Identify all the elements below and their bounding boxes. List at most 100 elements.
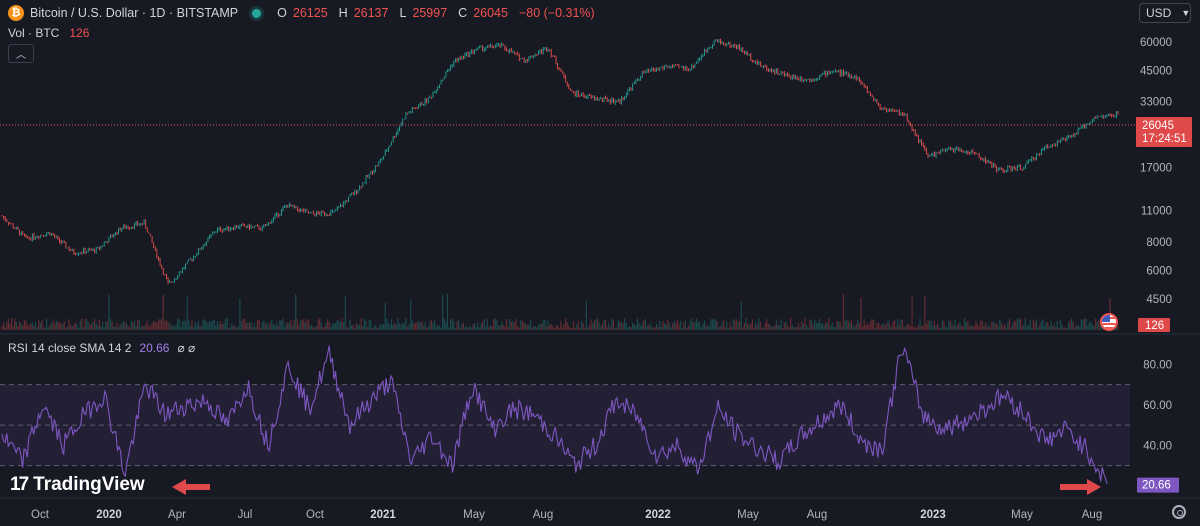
volume-bar	[197, 320, 199, 330]
volume-bar	[33, 325, 35, 330]
rsi-line	[1, 345, 1108, 485]
volume-bar	[232, 325, 235, 330]
volume-legend[interactable]: Vol · BTC 126	[8, 26, 89, 40]
volume-bar	[90, 324, 93, 330]
volume-bar	[815, 322, 817, 330]
volume-bar	[311, 324, 313, 330]
volume-bar	[758, 318, 760, 330]
volume-bar	[344, 295, 346, 330]
time-tick-label: Jul	[238, 509, 253, 521]
currency-select[interactable]: USD ▼	[1139, 3, 1191, 23]
volume-bar	[699, 322, 701, 330]
volume-bar	[39, 323, 41, 330]
volume-bar	[488, 326, 490, 330]
volume-bar	[256, 320, 259, 330]
volume-bar	[290, 319, 292, 330]
volume-bar	[938, 327, 940, 330]
gear-icon[interactable]	[1172, 505, 1186, 519]
volume-bar	[501, 321, 503, 330]
volume-bar	[668, 323, 670, 330]
rsi-pane[interactable]: 20.66	[0, 345, 1179, 493]
volume-bar	[520, 319, 522, 330]
volume-bar	[903, 326, 905, 330]
volume-bar	[793, 327, 795, 330]
time-tick-label: Aug	[807, 509, 827, 521]
volume-bar	[994, 323, 996, 330]
collapse-legend-button[interactable]: ︿	[8, 44, 34, 63]
volume-bar	[414, 323, 417, 330]
volume-bar	[1021, 325, 1023, 330]
volume-bar	[121, 323, 123, 330]
volume-bar	[893, 320, 896, 330]
volume-bar	[839, 321, 841, 330]
volume-bar	[646, 326, 648, 330]
volume-bar	[1077, 324, 1079, 330]
high-value: 26137	[353, 6, 389, 20]
volume-bar	[683, 322, 685, 330]
volume-bar	[901, 319, 904, 330]
volume-bar	[1002, 326, 1004, 330]
volume-bar	[169, 323, 171, 330]
us-flag-icon[interactable]	[1100, 313, 1118, 331]
volume-bar	[1013, 320, 1015, 330]
volume-bar	[335, 323, 337, 330]
volume-bar	[303, 318, 305, 330]
volume-bar	[940, 327, 942, 330]
volume-bar	[282, 318, 284, 330]
volume-bar	[89, 324, 91, 330]
volume-bar	[34, 321, 37, 330]
volume-bar	[764, 322, 766, 330]
volume-bar	[63, 321, 65, 330]
volume-bar	[15, 321, 17, 330]
rsi-legend[interactable]: RSI 14 close SMA 14 2 20.66 ⌀ ⌀	[8, 341, 195, 355]
volume-bar	[331, 323, 334, 330]
volume-bar	[285, 323, 287, 330]
volume-bar	[611, 319, 613, 330]
volume-bar	[271, 319, 273, 330]
volume-bar	[7, 318, 9, 330]
volume-bar	[799, 327, 801, 330]
volume-bar	[831, 322, 833, 330]
volume-bar	[113, 326, 115, 330]
tradingview-logo[interactable]: 17 TradingView	[10, 474, 145, 496]
volume-bar	[355, 322, 358, 330]
volume-bar	[505, 319, 508, 330]
rsi-value-badge	[1137, 477, 1179, 493]
volume-bar	[215, 325, 217, 330]
symbol-header: ₿ Bitcoin / U.S. Dollar · 1D · BITSTAMP …	[8, 4, 600, 22]
volume-bar	[379, 324, 381, 330]
volume-bar	[627, 327, 629, 330]
volume-bar	[454, 327, 457, 330]
volume-bar	[590, 319, 592, 330]
volume-bar	[450, 319, 452, 330]
volume-bar	[873, 319, 875, 330]
volume-bar	[98, 319, 100, 330]
volume-bar	[577, 320, 579, 330]
volume-bar	[932, 325, 934, 330]
volume-bar	[181, 320, 184, 330]
volume-bar	[692, 322, 694, 330]
volume-bar	[363, 318, 366, 330]
rsi-tick-label: 80.00	[1143, 359, 1172, 371]
time-tick-label: Apr	[168, 509, 186, 521]
volume-bar	[732, 318, 734, 330]
volume-bar	[731, 327, 733, 330]
currency-label: USD	[1146, 6, 1172, 20]
symbol-title[interactable]: Bitcoin / U.S. Dollar · 1D · BITSTAMP	[30, 6, 239, 20]
volume-bar	[754, 321, 757, 330]
volume-bar	[390, 318, 393, 330]
volume-bar	[205, 321, 207, 330]
volume-bar	[778, 325, 781, 330]
volume-bar	[371, 327, 374, 330]
volume-bar	[855, 323, 857, 330]
volume-bar	[676, 319, 678, 330]
volume-bar	[729, 322, 731, 330]
volume-bar	[159, 320, 161, 330]
volume-bar	[419, 322, 421, 330]
volume-bar	[858, 322, 860, 330]
volume-bar	[822, 322, 824, 330]
volume-bar	[65, 327, 67, 330]
volume-bar	[655, 323, 658, 330]
